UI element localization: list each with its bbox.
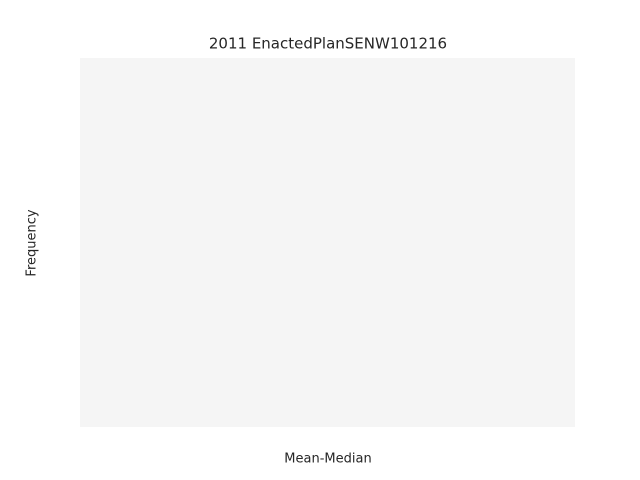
plot-area (80, 58, 575, 427)
x-axis-label: Mean-Median (284, 452, 371, 467)
chart-title: 2011 EnactedPlanSENW101216 (209, 35, 447, 53)
y-axis-label: Frequency (25, 209, 40, 276)
